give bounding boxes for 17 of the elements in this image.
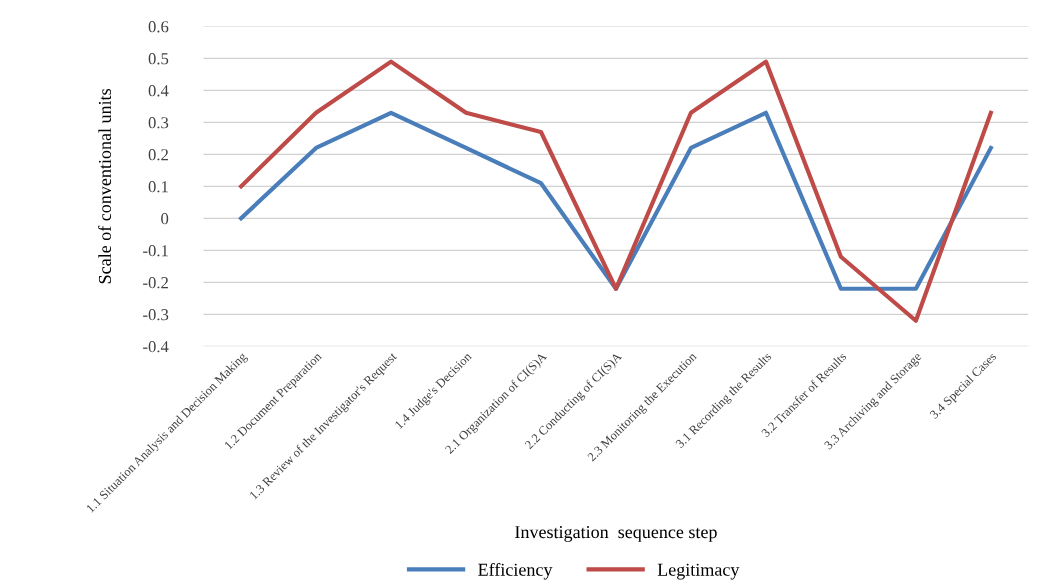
y-tick-label: -0.4 xyxy=(143,341,169,353)
y-tick-label: 0 xyxy=(161,213,169,225)
y-tick-label: 0.5 xyxy=(148,53,169,65)
legend-label: Legitimacy xyxy=(657,563,740,580)
y-axis-title: Scale of conventional units xyxy=(98,89,112,284)
legend-label: Efficiency xyxy=(478,562,553,580)
y-tick-label: 0.6 xyxy=(148,21,169,33)
line-series xyxy=(238,110,993,291)
line-series xyxy=(238,59,993,323)
y-tick-label: 0.1 xyxy=(148,181,168,193)
y-tick-label: -0.3 xyxy=(143,309,169,321)
y-tick-label: 0.2 xyxy=(148,149,168,161)
y-tick-label: 0.3 xyxy=(148,117,169,129)
y-tick-label: -0.2 xyxy=(143,277,168,289)
x-axis-title: Investigation sequence step xyxy=(515,526,717,542)
y-tick-label: -0.1 xyxy=(143,245,168,257)
y-tick-label: 0.4 xyxy=(148,85,169,97)
